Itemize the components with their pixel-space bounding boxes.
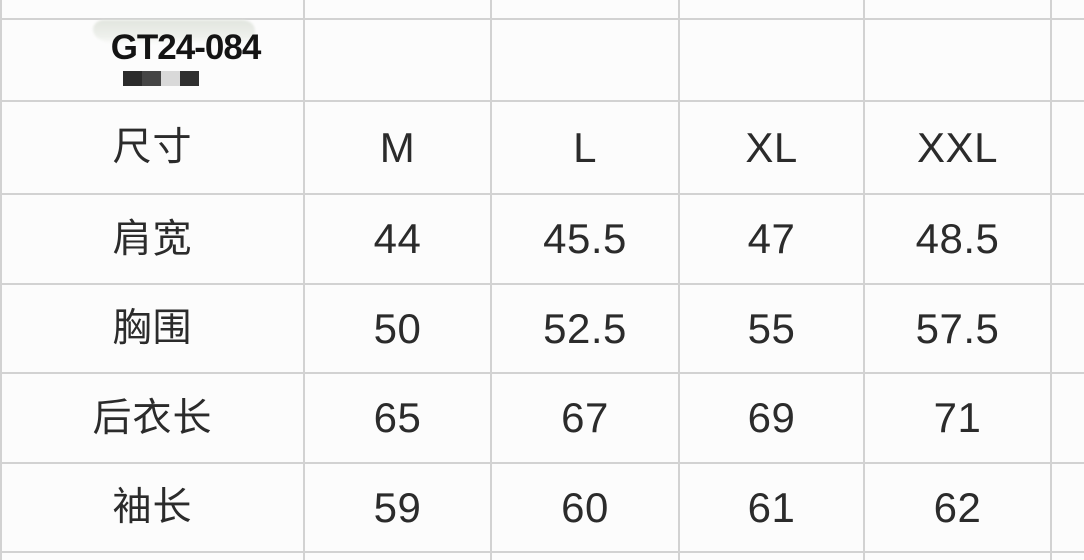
redaction-mosaic xyxy=(123,71,199,86)
title-cell: GT24-084 xyxy=(2,20,303,100)
empty-cell xyxy=(305,0,490,18)
value-cell: 61 xyxy=(680,464,863,551)
empty-cell xyxy=(1052,20,1084,100)
value-cell: 48.5 xyxy=(865,195,1050,283)
empty-cell xyxy=(492,20,678,100)
redaction-block xyxy=(180,71,199,86)
row-label-chest: 胸围 xyxy=(2,285,303,372)
header-col-l: L xyxy=(492,102,678,193)
value-cell: 69 xyxy=(680,374,863,462)
value-cell: 47 xyxy=(680,195,863,283)
value-cell: 44 xyxy=(305,195,490,283)
empty-cell xyxy=(305,553,490,560)
row-label-sleeve-length: 袖长 xyxy=(2,464,303,551)
empty-cell xyxy=(680,553,863,560)
empty-cell xyxy=(680,20,863,100)
value-cell: 52.5 xyxy=(492,285,678,372)
row-label-shoulder-width: 肩宽 xyxy=(2,195,303,283)
empty-cell xyxy=(865,0,1050,18)
empty-cell xyxy=(492,0,678,18)
value-cell: 45.5 xyxy=(492,195,678,283)
empty-cell xyxy=(680,0,863,18)
empty-cell xyxy=(305,20,490,100)
row-label-back-length: 后衣长 xyxy=(2,374,303,462)
empty-cell xyxy=(1052,0,1084,18)
redaction-block xyxy=(123,71,142,86)
header-col-m: M xyxy=(305,102,490,193)
empty-cell xyxy=(2,0,303,18)
empty-cell xyxy=(1052,553,1084,560)
empty-cell xyxy=(2,553,303,560)
value-cell: 67 xyxy=(492,374,678,462)
value-cell: 50 xyxy=(305,285,490,372)
empty-cell xyxy=(865,20,1050,100)
value-cell: 57.5 xyxy=(865,285,1050,372)
redaction-block xyxy=(161,71,180,86)
empty-cell xyxy=(1052,374,1084,462)
header-size-label: 尺寸 xyxy=(2,102,303,193)
value-cell: 71 xyxy=(865,374,1050,462)
empty-cell xyxy=(1052,195,1084,283)
value-cell: 59 xyxy=(305,464,490,551)
whiteout-smudge xyxy=(93,20,255,43)
header-col-xxl: XXL xyxy=(865,102,1050,193)
value-cell: 60 xyxy=(492,464,678,551)
redaction-block xyxy=(142,71,161,86)
value-cell: 62 xyxy=(865,464,1050,551)
value-cell: 55 xyxy=(680,285,863,372)
empty-cell xyxy=(1052,464,1084,551)
empty-cell xyxy=(865,553,1050,560)
empty-cell xyxy=(1052,102,1084,193)
product-model-title: GT24-084 xyxy=(110,28,262,67)
empty-cell xyxy=(1052,285,1084,372)
empty-cell xyxy=(492,553,678,560)
header-col-xl: XL xyxy=(680,102,863,193)
value-cell: 65 xyxy=(305,374,490,462)
